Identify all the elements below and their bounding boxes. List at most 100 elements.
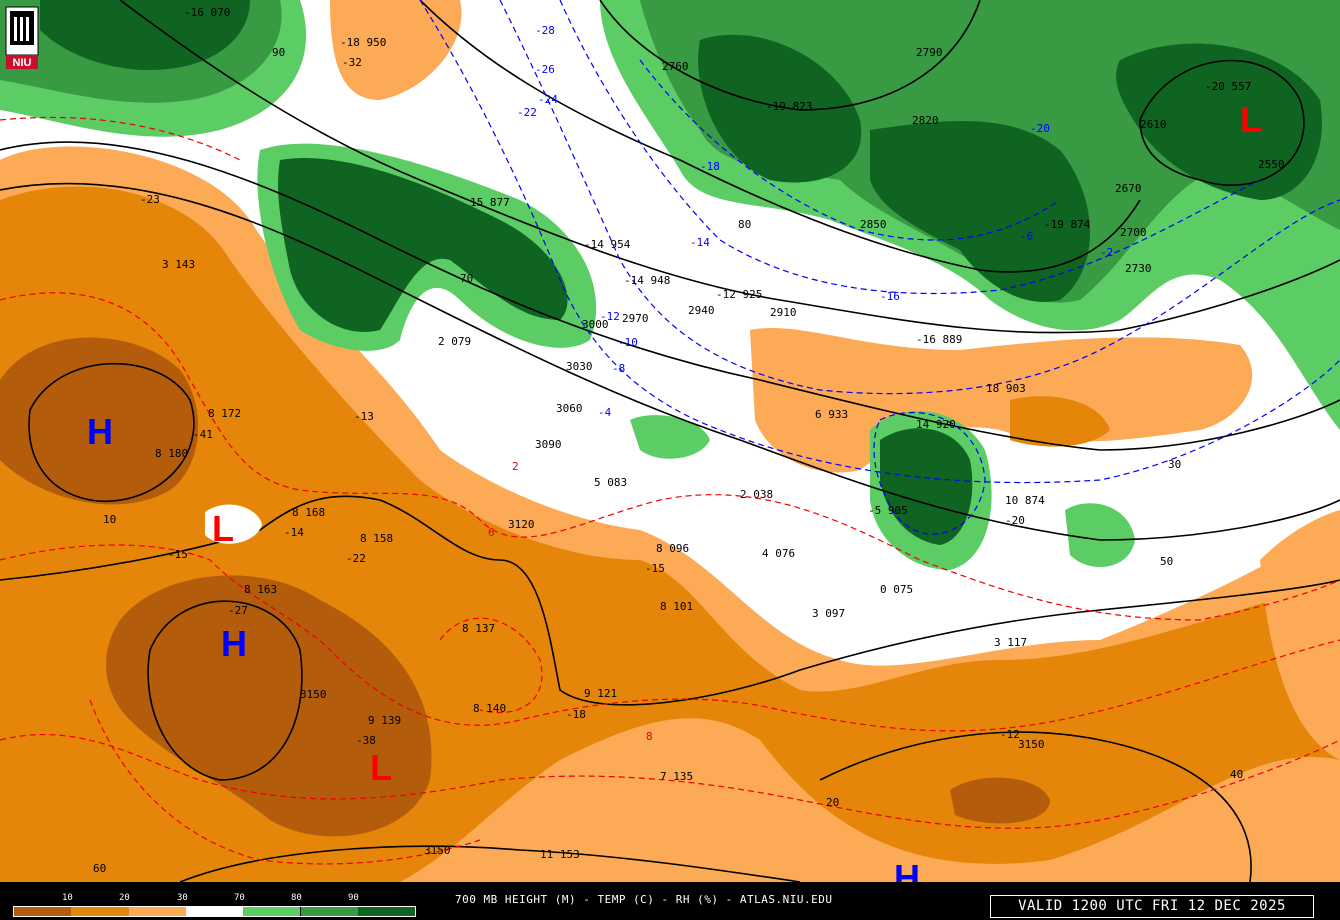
low-pressure-center: L — [212, 508, 234, 549]
svg-text:6: 6 — [488, 526, 495, 539]
height-contours — [0, 0, 1340, 883]
svg-text:-16: -16 — [880, 290, 900, 303]
temp-labels: -28 -26 -24 -22 -20 -18 -16 -14 -12 -10 … — [140, 24, 1113, 747]
svg-text:2670: 2670 — [1115, 182, 1142, 195]
svg-text:-15: -15 — [168, 548, 188, 561]
high-pressure-center: H — [894, 857, 920, 882]
svg-text:-32: -32 — [342, 56, 362, 69]
svg-text:3090: 3090 — [535, 438, 562, 451]
svg-text:3 143: 3 143 — [162, 258, 195, 271]
svg-text:-41: -41 — [193, 428, 213, 441]
svg-text:-22: -22 — [346, 552, 366, 565]
svg-text:2 079: 2 079 — [438, 335, 471, 348]
temp-contours-cold — [419, 0, 1340, 535]
svg-text:-5 905: -5 905 — [868, 504, 908, 517]
legend-label: 90 — [348, 893, 359, 903]
high-pressure-center: H — [87, 411, 113, 452]
svg-text:8 137: 8 137 — [462, 622, 495, 635]
svg-text:-10: -10 — [618, 336, 638, 349]
svg-text:3 097: 3 097 — [812, 607, 845, 620]
svg-text:2940: 2940 — [688, 304, 715, 317]
svg-text:-12: -12 — [600, 310, 620, 323]
svg-text:3150: 3150 — [424, 844, 451, 857]
weather-map: H H H L L L 2760 2790 2820 2850 2910 294… — [0, 0, 1340, 898]
svg-text:-28: -28 — [535, 24, 555, 37]
svg-text:8 163: 8 163 — [244, 583, 277, 596]
legend-swatch — [243, 906, 301, 916]
svg-text:2910: 2910 — [770, 306, 797, 319]
svg-text:11 153: 11 153 — [540, 848, 580, 861]
svg-text:40: 40 — [1230, 768, 1243, 781]
svg-text:-19 874: -19 874 — [1044, 218, 1091, 231]
svg-text:50: 50 — [1160, 555, 1173, 568]
logo-text: NIU — [13, 57, 32, 69]
high-pressure-center: H — [221, 623, 247, 664]
svg-text:70: 70 — [460, 272, 473, 285]
svg-text:2790: 2790 — [916, 46, 943, 59]
low-pressure-center: L — [1240, 99, 1262, 140]
svg-text:6 933: 6 933 — [815, 408, 848, 421]
svg-text:3060: 3060 — [556, 402, 583, 415]
svg-text:-14: -14 — [284, 526, 304, 539]
svg-text:-4: -4 — [598, 406, 612, 419]
svg-text:90: 90 — [272, 46, 285, 59]
legend-label: 10 — [62, 893, 73, 903]
legend-label: 80 — [291, 893, 302, 903]
legend-swatch — [300, 906, 358, 916]
svg-text:8 180: 8 180 — [155, 447, 188, 460]
svg-text:3000: 3000 — [582, 318, 609, 331]
svg-text:-18: -18 — [566, 708, 586, 721]
svg-text:-24: -24 — [538, 93, 558, 106]
svg-text:18 903: 18 903 — [986, 382, 1026, 395]
svg-text:-14: -14 — [690, 236, 710, 249]
low-pressure-center: L — [370, 747, 392, 788]
svg-text:-18: -18 — [700, 160, 720, 173]
svg-text:7 135: 7 135 — [660, 770, 693, 783]
svg-text:3030: 3030 — [566, 360, 593, 373]
svg-text:8 168: 8 168 — [292, 506, 325, 519]
svg-text:2820: 2820 — [912, 114, 939, 127]
svg-text:-38: -38 — [356, 734, 376, 747]
niu-logo: NIU — [4, 3, 40, 69]
svg-text:2610: 2610 — [1140, 118, 1167, 131]
svg-text:-19 823: -19 823 — [766, 100, 812, 113]
svg-text:8 096: 8 096 — [656, 542, 689, 555]
svg-text:2550: 2550 — [1258, 158, 1285, 171]
rh-labels: 90 80 70 60 50 40 30 20 10 — [93, 46, 1243, 875]
moist-pocket — [205, 504, 262, 544]
svg-text:3 117: 3 117 — [994, 636, 1027, 649]
svg-text:9 139: 9 139 — [368, 714, 401, 727]
svg-text:2730: 2730 — [1125, 262, 1152, 275]
footer-bar: 10 20 30 70 80 90 700 MB HEIGHT (M) - TE… — [0, 882, 1340, 920]
svg-text:2 038: 2 038 — [740, 488, 773, 501]
legend-frame — [13, 906, 416, 917]
svg-text:-13: -13 — [354, 410, 374, 423]
svg-text:60: 60 — [93, 862, 106, 875]
legend-swatch — [71, 906, 129, 916]
valid-time: VALID 1200 UTC FRI 12 DEC 2025 — [990, 895, 1314, 918]
station-plots: -16 070 -18 950 3 143 8 172 8 180 8 168 … — [155, 6, 1251, 861]
svg-text:20: 20 — [826, 796, 839, 809]
svg-text:2700: 2700 — [1120, 226, 1147, 239]
svg-text:-14 948: -14 948 — [624, 274, 670, 287]
temp-contours-warm — [0, 116, 1340, 865]
svg-text:-6: -6 — [1020, 230, 1033, 243]
svg-text:30: 30 — [1168, 458, 1181, 471]
svg-text:2760: 2760 — [662, 60, 689, 73]
svg-text:10: 10 — [103, 513, 116, 526]
svg-text:3150: 3150 — [300, 688, 327, 701]
svg-text:0 075: 0 075 — [880, 583, 913, 596]
svg-text:-23: -23 — [140, 193, 160, 206]
height-labels: 2760 2790 2820 2850 2910 2940 2970 3000 … — [300, 46, 1285, 857]
svg-text:-12 925: -12 925 — [716, 288, 762, 301]
svg-text:4 076: 4 076 — [762, 547, 795, 560]
legend-label: 70 — [234, 893, 245, 903]
svg-text:10 874: 10 874 — [1005, 494, 1045, 507]
svg-text:3120: 3120 — [508, 518, 535, 531]
svg-text:-20: -20 — [1005, 514, 1025, 527]
svg-text:-16 070: -16 070 — [184, 6, 230, 19]
svg-text:9 121: 9 121 — [584, 687, 617, 700]
svg-text:-2: -2 — [1100, 246, 1113, 259]
map-canvas: H H H L L L 2760 2790 2820 2850 2910 294… — [0, 0, 1340, 898]
svg-text:8 172: 8 172 — [208, 407, 241, 420]
